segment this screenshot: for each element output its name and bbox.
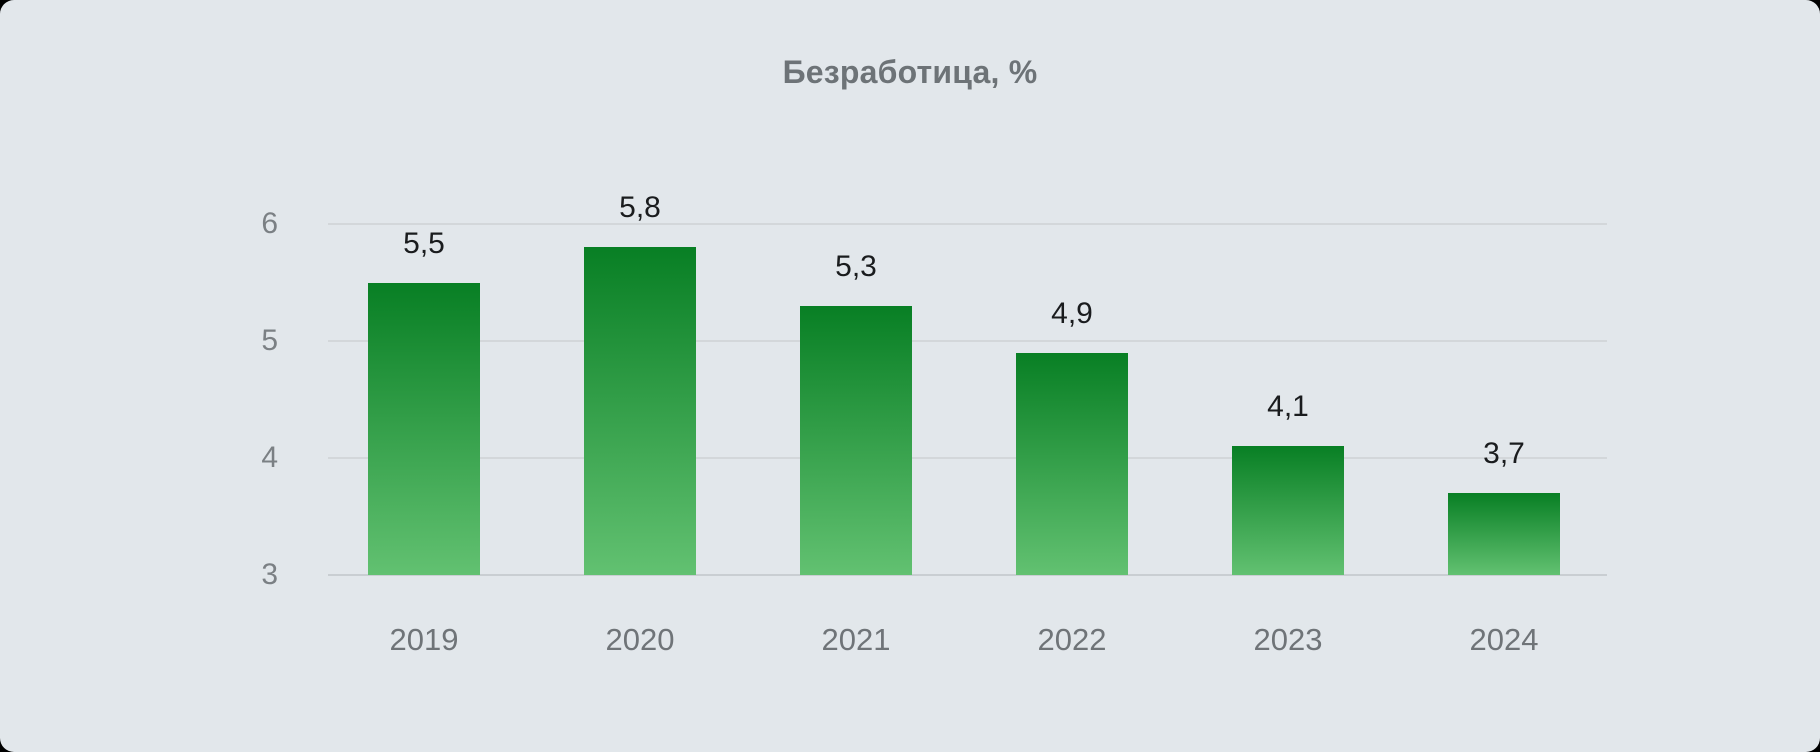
bar-2022: [1016, 352, 1128, 575]
x-axis-label-2022: 2022: [1037, 622, 1107, 657]
x-axis-label-2019: 2019: [389, 622, 459, 657]
x-axis-baseline: [328, 574, 1607, 576]
bar-value-label-2020: 5,8: [619, 191, 661, 225]
bar-2021: [800, 305, 912, 575]
bar-2024: [1448, 493, 1560, 575]
bar-2020: [584, 247, 696, 575]
gridline-y6: [328, 223, 1607, 225]
bar-2023: [1232, 446, 1344, 575]
y-axis-tick-label-6: 6: [261, 207, 278, 240]
bar-value-label-2021: 5,3: [835, 249, 877, 283]
chart-title: Безработица, %: [782, 54, 1038, 90]
bar-value-label-2023: 4,1: [1267, 390, 1309, 424]
y-axis-tick-label-5: 5: [261, 324, 278, 357]
x-axis-label-2023: 2023: [1253, 622, 1323, 657]
x-axis-label-2020: 2020: [605, 622, 675, 657]
x-axis-label-2021: 2021: [821, 622, 891, 657]
bar-value-label-2019: 5,5: [403, 226, 445, 260]
bar-value-label-2022: 4,9: [1051, 296, 1093, 330]
gridline-y4: [328, 457, 1607, 459]
y-axis-tick-label-3: 3: [261, 558, 278, 591]
x-axis-label-2024: 2024: [1469, 622, 1539, 657]
gridline-y5: [328, 340, 1607, 342]
y-axis-tick-label-4: 4: [261, 441, 278, 474]
bar-value-label-2024: 3,7: [1483, 437, 1525, 471]
bar-2019: [368, 282, 480, 575]
